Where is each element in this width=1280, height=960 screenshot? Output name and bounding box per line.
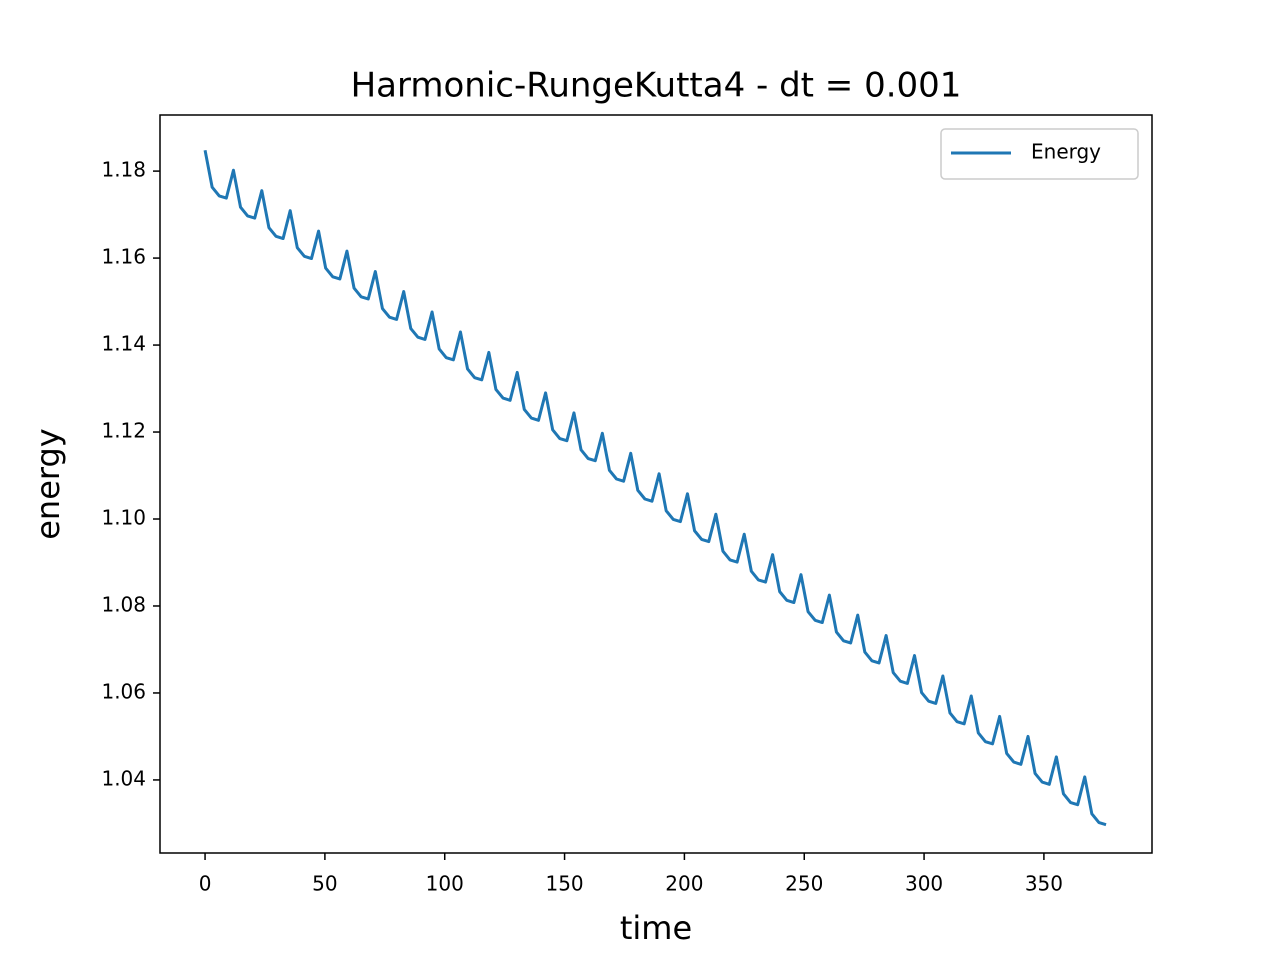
y-tick-label: 1.08 xyxy=(101,592,146,616)
plot-frame xyxy=(159,114,1153,854)
x-tick-label: 100 xyxy=(426,872,464,896)
x-tick-label: 250 xyxy=(785,872,823,896)
x-tick-label: 0 xyxy=(199,872,212,896)
x-tick-label: 50 xyxy=(312,872,337,896)
x-axis-label: time xyxy=(620,909,692,947)
y-tick-label: 1.10 xyxy=(101,506,146,530)
legend-label: Energy xyxy=(1031,140,1101,164)
x-tick-label: 350 xyxy=(1025,872,1063,896)
y-tick-label: 1.18 xyxy=(101,158,146,182)
chart-title: Harmonic-RungeKutta4 - dt = 0.001 xyxy=(351,66,962,106)
y-tick-label: 1.04 xyxy=(101,766,146,790)
x-tick-label: 150 xyxy=(545,872,583,896)
y-tick-label: 1.12 xyxy=(101,419,146,443)
y-tick-label: 1.06 xyxy=(101,679,146,703)
x-tick-label: 200 xyxy=(665,872,703,896)
legend-box xyxy=(940,128,1139,180)
y-tick-label: 1.14 xyxy=(101,332,146,356)
x-tick-label: 300 xyxy=(905,872,943,896)
y-tick-label: 1.16 xyxy=(101,245,146,269)
data-line xyxy=(203,149,1107,827)
y-axis-label: energy xyxy=(29,428,67,540)
